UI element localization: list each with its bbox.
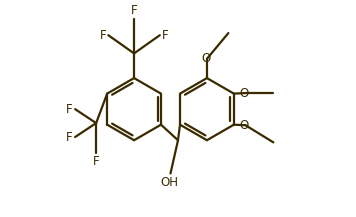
Text: O: O [240,119,249,132]
Text: F: F [100,29,106,42]
Text: F: F [66,130,73,143]
Text: F: F [162,29,168,42]
Text: O: O [240,87,249,100]
Text: OH: OH [161,176,178,189]
Text: O: O [201,52,210,65]
Text: F: F [131,4,137,17]
Text: F: F [93,155,99,168]
Text: F: F [66,103,73,116]
